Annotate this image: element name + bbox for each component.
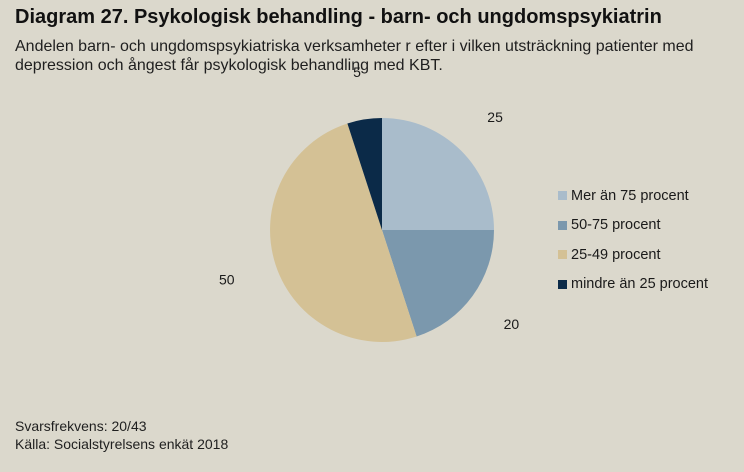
chart-legend: Mer än 75 procent 50-75 procent 25-49 proc… <box>558 181 708 299</box>
legend-label: 25-49 procent <box>571 246 661 263</box>
legend-item: Mer än 75 procent <box>558 181 708 211</box>
pie-value-labels: 25 20 50 5 <box>219 64 519 332</box>
legend-item: mindre än 25 procent <box>558 270 708 300</box>
pie-slices <box>270 117 494 342</box>
slice-value-label: 5 <box>353 64 361 80</box>
slice-value-label: 20 <box>504 316 520 332</box>
legend-swatch <box>558 191 567 201</box>
pie-slice-1 <box>382 118 494 230</box>
response-rate-note: Svarsfrekvens: 20/43 <box>15 418 147 434</box>
source-note: Källa: Socialstyrelsens enkät 2018 <box>15 436 229 452</box>
legend-swatch <box>558 250 567 260</box>
chart-subtitle: Andelen barn- och ungdomspsykiatriska ve… <box>15 38 694 74</box>
legend-label: 50-75 procent <box>571 217 661 234</box>
slice-value-label: 25 <box>487 109 503 125</box>
pie-slice-2 <box>382 230 494 337</box>
chart-footer: Svarsfrekvens: 20/43 Källa: Socialstyrel… <box>15 417 228 453</box>
slice-value-label: 50 <box>219 271 235 287</box>
legend-label: Mer än 75 procent <box>571 187 689 204</box>
pie-slice-3 <box>270 123 417 342</box>
legend-label: mindre än 25 procent <box>571 276 709 293</box>
legend-swatch <box>558 279 567 289</box>
legend-item: 50-75 procent <box>558 211 708 241</box>
legend-item: 25-49 procent <box>558 240 708 270</box>
pie-slice-4 <box>347 117 382 230</box>
legend-swatch <box>558 220 567 230</box>
chart-title: Diagram 27. Psykologisk behandling - bar… <box>15 6 662 28</box>
